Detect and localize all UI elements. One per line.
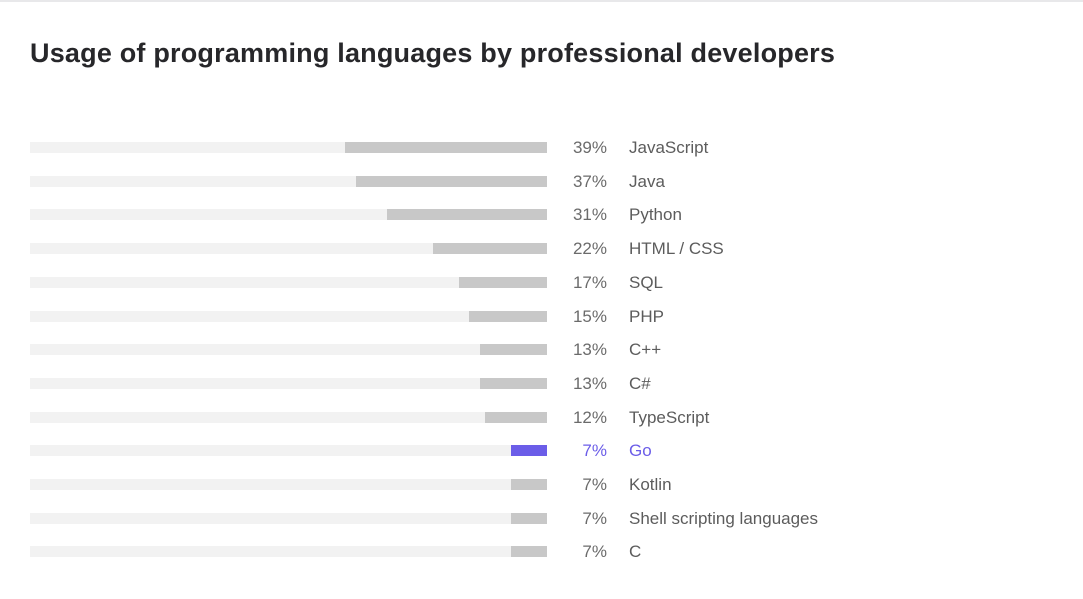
bar-fill (386, 209, 547, 221)
bar-track (30, 512, 547, 524)
bar-fill (510, 479, 547, 490)
bar-category-label: Kotlin (629, 475, 672, 494)
bar-track (30, 344, 547, 356)
bar-category-label: Go (629, 441, 652, 461)
bar-fill (479, 344, 547, 356)
bar-fill (433, 243, 547, 255)
top-divider (0, 0, 1083, 2)
bar-category-label: Shell scripting languages (629, 508, 819, 528)
bar-track (30, 411, 547, 423)
bar-track (30, 209, 547, 221)
bar-row-html-css: 22% HTML / CSS (0, 237, 1083, 261)
bar-category-label: Python (629, 205, 682, 225)
bar-fill (355, 175, 547, 187)
bar-row-php: 15% PHP (0, 305, 1083, 329)
bar-row-java: 37% Java (0, 170, 1083, 194)
bar-value-label: 31% (572, 205, 607, 225)
bar-value-label: 39% (572, 138, 607, 157)
bar-fill (479, 377, 547, 389)
bar-track (30, 310, 547, 322)
bar-category-label: HTML / CSS (629, 239, 724, 259)
bar-fill (510, 512, 547, 524)
bar-category-label: C++ (629, 340, 662, 360)
bar-row-kotlin: 7% Kotlin (0, 473, 1083, 497)
bar-value-label: 22% (572, 239, 607, 259)
bar-category-label: C# (629, 373, 651, 393)
bar-row-javascript: 39% JavaScript (0, 136, 1083, 160)
bar-row-python: 31% Python (0, 203, 1083, 227)
bar-track (30, 243, 547, 255)
bar-fill (345, 142, 547, 153)
bar-fill (510, 546, 547, 558)
bar-row-shell-scripting-languages: 7% Shell scripting languages (0, 507, 1083, 531)
bar-track (30, 142, 547, 153)
bar-row-typescript: 12% TypeScript (0, 406, 1083, 430)
bar-value-label: 37% (572, 171, 607, 191)
bar-value-label: 7% (582, 542, 607, 562)
bar-value-label: 7% (582, 475, 607, 494)
bar-row-c: 7% C (0, 540, 1083, 564)
bar-track (30, 445, 547, 457)
bar-fill (459, 276, 547, 288)
bar-category-label: TypeScript (629, 407, 710, 427)
bar-track (30, 479, 547, 490)
bar-value-label: 13% (572, 373, 607, 393)
bar-category-label: C (629, 542, 642, 562)
bar-category-label: JavaScript (629, 138, 709, 157)
bar-fill (510, 445, 547, 457)
bar-value-label: 12% (572, 407, 607, 427)
bar-value-label: 15% (572, 306, 607, 326)
bar-row-c: 13% C# (0, 372, 1083, 396)
chart-title: Usage of programming languages by profes… (30, 38, 836, 68)
bar-value-label: 17% (572, 272, 607, 292)
bar-value-label: 13% (572, 340, 607, 360)
bar-row-c: 13% C++ (0, 338, 1083, 362)
bar-track (30, 175, 547, 187)
bar-track (30, 377, 547, 389)
bar-category-label: PHP (629, 306, 664, 326)
bar-track (30, 276, 547, 288)
bar-fill (484, 411, 547, 423)
bar-value-label: 7% (582, 441, 607, 461)
bar-fill (469, 310, 547, 322)
bar-row-go: 7% Go (0, 439, 1083, 463)
bar-value-label: 7% (582, 508, 607, 528)
bar-row-sql: 17% SQL (0, 271, 1083, 295)
bar-category-label: SQL (629, 272, 664, 292)
bar-track (30, 546, 547, 558)
bar-category-label: Java (629, 171, 665, 191)
